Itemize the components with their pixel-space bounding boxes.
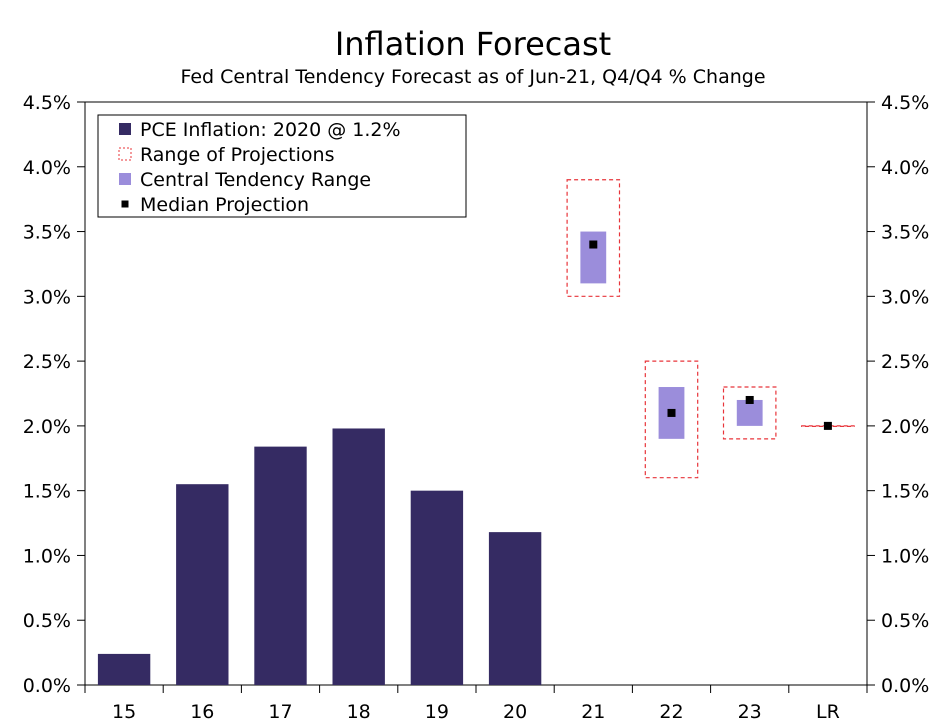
y-tick-label-right: 2.0%: [881, 416, 929, 438]
legend-label: Median Projection: [140, 194, 309, 216]
y-tick-label-right: 4.5%: [881, 92, 929, 114]
y-tick-label-left: 4.5%: [23, 92, 71, 114]
x-tick-label: 19: [425, 701, 449, 723]
bars: [97, 428, 542, 685]
median-marker-LR: [823, 421, 832, 430]
y-tick-label-left: 3.5%: [23, 222, 71, 244]
x-tick-label: 16: [190, 701, 214, 723]
y-tick-label-right: 1.0%: [881, 545, 929, 567]
chart-title: Inflation Forecast: [335, 25, 611, 63]
legend-symbol: [118, 147, 132, 161]
x-tick-label: 17: [268, 701, 292, 723]
x-tick-label: LR: [816, 701, 840, 723]
median-marker-23: [745, 395, 754, 404]
y-tick-label-left: 1.5%: [23, 481, 71, 503]
y-tick-label-right: 4.0%: [881, 157, 929, 179]
pce-bar-18: [332, 428, 385, 685]
pce-bar-17: [254, 446, 307, 685]
pce-bar-16: [176, 484, 229, 685]
x-tick-label: 23: [738, 701, 762, 723]
central-tendency-bar-21: [580, 231, 607, 284]
x-tick-label: 18: [347, 701, 371, 723]
chart-subtitle: Fed Central Tendency Forecast as of Jun-…: [180, 66, 765, 88]
x-tick-label: 15: [112, 701, 136, 723]
projection-ranges: [566, 179, 855, 479]
y-tick-label-right: 1.5%: [881, 481, 929, 503]
y-tick-label-left: 2.5%: [23, 351, 71, 373]
legend-label: Range of Projections: [140, 144, 334, 166]
x-tick-label: 21: [581, 701, 605, 723]
median-marker-21: [589, 240, 598, 249]
y-tick-label-right: 0.5%: [881, 610, 929, 632]
y-tick-label-right: 0.0%: [881, 675, 929, 697]
legend-box: [97, 114, 467, 218]
y-tick-label-right: 3.0%: [881, 286, 929, 308]
pce-bar-19: [410, 490, 464, 685]
y-tick-label-left: 3.0%: [23, 286, 71, 308]
x-tick-label: 22: [659, 701, 683, 723]
legend-symbol: [119, 123, 131, 135]
y-tick-label-left: 4.0%: [23, 157, 71, 179]
pce-bar-15: [97, 653, 151, 685]
pce-bar-20: [488, 532, 542, 685]
legend-label: PCE Inflation: 2020 @ 1.2%: [140, 119, 401, 141]
legend: PCE Inflation: 2020 @ 1.2% Range of Proje…: [97, 114, 467, 218]
y-tick-label-right: 2.5%: [881, 351, 929, 373]
median-marker-22: [667, 408, 676, 417]
x-tick-label: 20: [503, 701, 527, 723]
y-tick-label-left: 0.0%: [23, 675, 71, 697]
legend-symbol: [119, 173, 131, 185]
y-tick-label-left: 2.0%: [23, 416, 71, 438]
y-tick-label-left: 1.0%: [23, 545, 71, 567]
projection-range-box-23: [722, 386, 777, 440]
y-tick-label-left: 0.5%: [23, 610, 71, 632]
axes: 0.0% 0.0% 0.5% 0.5% 1.0% 1.0% 1.5% 1.5% 2.0% 2.0%…: [23, 92, 930, 723]
y-tick-label-right: 3.5%: [881, 222, 929, 244]
legend-label: Central Tendency Range: [140, 169, 371, 191]
central-tendency-bar-23: [736, 399, 763, 426]
legend-symbol: [121, 200, 129, 208]
